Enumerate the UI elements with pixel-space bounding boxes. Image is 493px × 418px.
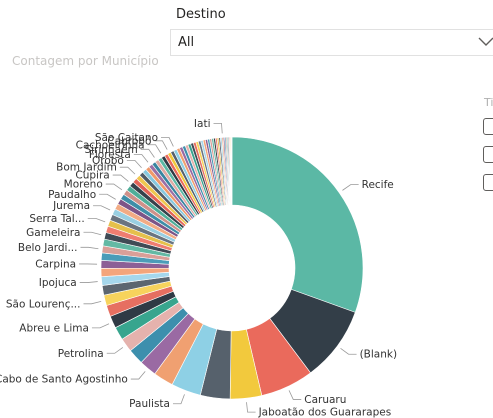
leader-line	[87, 218, 106, 223]
right-panel-title: Ti	[484, 96, 493, 109]
slice-label: Bom Jardim	[56, 162, 117, 174]
leader-line	[140, 148, 155, 158]
checkbox-1[interactable]	[483, 118, 493, 135]
leader-line	[106, 347, 124, 354]
chart-title: Contagem por Município	[12, 54, 159, 68]
slice-label: Jaboatão dos Guararapes	[258, 407, 392, 418]
slice-label: São Caitano	[95, 132, 158, 144]
slice-label: Abreu e Lima	[19, 322, 89, 334]
leader-line	[161, 136, 174, 147]
leader-line	[105, 183, 123, 191]
slice-label: Moreno	[64, 179, 103, 191]
leader-line	[147, 144, 162, 154]
leader-line	[83, 300, 102, 305]
dropdown-selected-value: All	[178, 35, 195, 50]
slice-label: Belo Jardi...	[18, 242, 78, 254]
slice-label: São Lourenç...	[6, 298, 81, 310]
slice-label: Recife	[362, 179, 394, 191]
leader-line	[126, 159, 142, 169]
slice-label: Cachoeirinha	[76, 139, 145, 151]
checkbox-3[interactable]	[483, 174, 493, 191]
slice-label: Serra Tal...	[29, 213, 84, 225]
leader-line	[93, 205, 111, 211]
destino-dropdown[interactable]: All	[170, 29, 493, 56]
donut-slice[interactable]	[231, 136, 233, 206]
leader-line	[133, 154, 149, 163]
leader-line	[340, 347, 357, 355]
slice-label: Orobó	[92, 155, 124, 167]
leader-line	[172, 394, 185, 405]
slice-label: Floresta	[89, 149, 131, 161]
leader-line	[342, 184, 359, 191]
leader-line	[288, 390, 302, 400]
donut-slice-recife[interactable]	[231, 136, 364, 313]
slice-label: Petrolina	[58, 348, 104, 360]
leader-line	[246, 402, 256, 413]
leader-line	[154, 140, 168, 150]
leader-line	[119, 166, 136, 175]
slicer-label: Destino	[176, 7, 226, 22]
leader-line	[130, 371, 146, 380]
slice-label: Cabrobó	[107, 135, 151, 147]
slice-label: Jurema	[52, 200, 90, 212]
slice-label: (Blank)	[360, 349, 397, 361]
chevron-down-icon[interactable]	[477, 34, 493, 48]
slice-label: Iati	[194, 118, 211, 130]
slice-label: Ipojuca	[39, 277, 77, 289]
leader-line	[91, 323, 110, 329]
leader-line	[99, 193, 116, 200]
slice-label: Paudalho	[48, 189, 96, 201]
slice-label: Sirinhaém	[84, 144, 137, 156]
slice-label: Cabo de Santo Agostinho	[0, 374, 128, 386]
leader-line	[83, 231, 102, 236]
checkbox-2[interactable]	[483, 146, 493, 163]
slice-label: Paulista	[129, 398, 170, 410]
leader-line	[79, 281, 98, 283]
leader-line	[213, 122, 223, 134]
slice-label: Cupira	[75, 170, 109, 182]
leader-line	[80, 246, 99, 250]
slice-label: Gameleira	[26, 227, 80, 239]
slice-label: Carpina	[35, 258, 76, 270]
slice-label: Caruaru	[304, 394, 346, 406]
leader-line	[112, 174, 129, 182]
